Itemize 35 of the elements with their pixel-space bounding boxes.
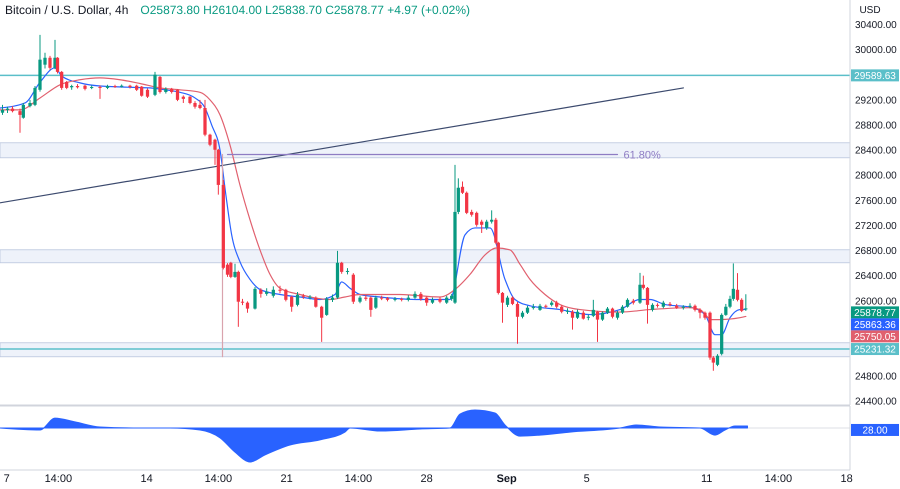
y-tick-label: 29200.00 (855, 95, 898, 106)
x-tick-label: 7 (4, 473, 10, 485)
text: 28.00 (862, 425, 888, 436)
y-tick-label: 30400.00 (855, 20, 898, 31)
y-tick-label: 26800.00 (855, 246, 898, 258)
y-tick-label: 24800.00 (855, 372, 898, 383)
x-tick-label: 14:00 (44, 473, 72, 485)
x-tick-label: 14:00 (344, 473, 372, 485)
x-tick-label: 5 (584, 473, 590, 485)
x-tick-label: 21 (280, 473, 293, 485)
y-axis-title: USD (859, 5, 881, 16)
y-tick-label: 27200.00 (855, 220, 898, 232)
text: 25750.05 (854, 332, 896, 343)
y-tick-label: 28800.00 (855, 120, 898, 132)
x-tick-label: 11 (700, 473, 712, 485)
y-tick-label: 28000.00 (855, 170, 898, 182)
y-tick-label: 27600.00 (855, 196, 898, 207)
chart-subtitle: O25873.80 H26104.00 L25838.70 C25878.77 +4.97 (+0.02%) (140, 3, 470, 17)
x-tick-label: 14:00 (764, 473, 792, 485)
y-tick-label: 30000.00 (855, 45, 898, 56)
y-tick-label: 26000.00 (855, 296, 898, 308)
text: 25863.36 (854, 320, 896, 331)
ref-line-label: 25231.32 (854, 344, 896, 356)
y-tick-label: 24400.00 (855, 396, 898, 408)
text: 25878.77 (854, 308, 896, 319)
chart-title: Bitcoin / U.S. Dollar, 4h (5, 3, 128, 17)
x-tick-label: 18 (840, 473, 853, 485)
x-tick-label: 28 (420, 473, 433, 485)
ref-line-label: 29589.63 (854, 70, 896, 82)
x-tick-label: Sep (496, 473, 518, 485)
x-tick-label: 14 (140, 473, 153, 485)
y-tick-label: 26400.00 (855, 271, 898, 282)
series-label: 61.80% (624, 149, 662, 162)
x-tick-label: 14:00 (204, 473, 232, 485)
y-tick-label: 28400.00 (855, 146, 898, 157)
